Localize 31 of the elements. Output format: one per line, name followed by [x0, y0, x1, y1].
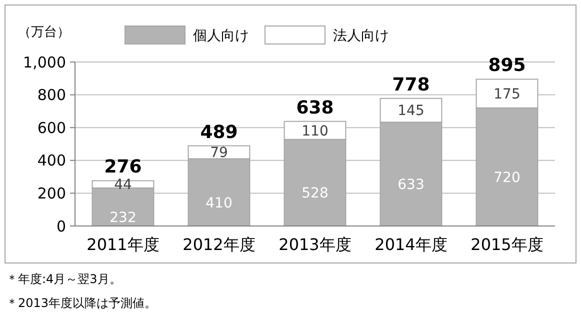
total-label: 489	[200, 122, 238, 143]
y-tick-label: 800	[37, 86, 66, 104]
x-tick-label: 2013年度	[278, 235, 352, 254]
total-label: 895	[488, 55, 526, 76]
data-label: 79	[210, 145, 228, 162]
text: ＊2013年度以降は予測値。	[6, 296, 157, 310]
data-label: 145	[398, 103, 424, 120]
data-label: 110	[302, 123, 328, 140]
total-label: 778	[392, 74, 430, 96]
total-label: 638	[296, 97, 334, 118]
data-label: 633	[398, 176, 424, 193]
x-tick-label: 2011年度	[86, 235, 160, 254]
y-tick-label: 400	[37, 152, 66, 170]
legend-label: 個人向け	[193, 28, 249, 44]
data-label: 528	[302, 186, 328, 202]
x-tick-label: 2012年度	[182, 235, 256, 254]
y-tick-label: 0	[56, 217, 66, 236]
y-tick-label: 600	[37, 118, 66, 137]
data-label: 175	[494, 86, 520, 102]
text: ＊年度:4月～翌3月。	[6, 272, 122, 286]
data-label: 410	[206, 195, 232, 212]
total-label: 276	[104, 156, 142, 178]
y-tick-label: 1,000	[23, 53, 66, 72]
y-axis-title: （万台）	[18, 25, 70, 40]
data-label: 44	[114, 177, 132, 194]
x-tick-label: 2015年度	[470, 235, 544, 254]
x-tick-label: 2014年度	[374, 235, 448, 254]
y-tick-label: 200	[37, 184, 66, 202]
data-label: 232	[110, 210, 136, 226]
data-label: 720	[494, 170, 520, 186]
legend-label: 法人向け	[333, 28, 389, 44]
